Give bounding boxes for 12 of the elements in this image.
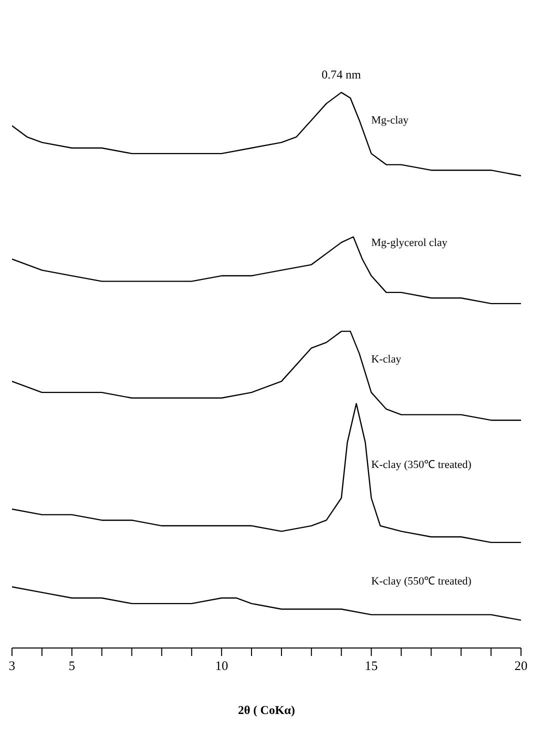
x-axis-title: 2θ ( CoKα)	[238, 703, 295, 717]
x-tick-label: 20	[514, 658, 528, 673]
x-tick-label: 5	[68, 658, 76, 673]
x-tick-label: 15	[364, 658, 378, 673]
x-tick-label: 3	[8, 658, 16, 673]
series-label: K-clay (350℃ treated)	[371, 459, 472, 471]
x-tick-label: 10	[215, 658, 228, 673]
annotation: 0.74 nm	[322, 67, 362, 82]
series-label: Mg-clay	[371, 114, 410, 127]
series-label: Mg-glycerol clay	[371, 236, 448, 249]
text: K-clay (550℃ treated)	[371, 576, 472, 588]
series-label: K-clay	[371, 353, 402, 366]
